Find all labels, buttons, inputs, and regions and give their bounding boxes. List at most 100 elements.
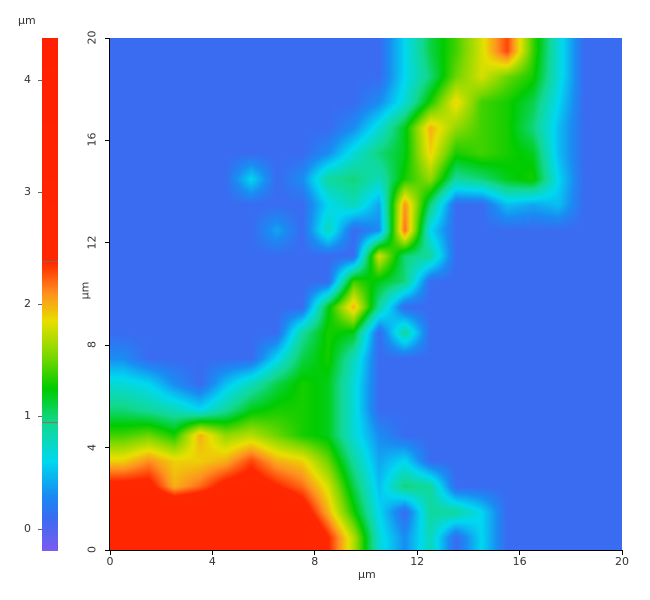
heatmap-cell — [596, 115, 622, 141]
heatmap-cell — [264, 38, 290, 64]
heatmap-cell — [468, 64, 494, 90]
heatmap-cell — [417, 243, 443, 269]
heatmap-cell — [264, 499, 290, 525]
heatmap-cell — [494, 422, 520, 448]
heatmap-cell — [392, 64, 418, 90]
heatmap-cell — [110, 217, 136, 243]
heatmap-cell — [340, 371, 366, 397]
heatmap-cell — [212, 217, 238, 243]
heatmap-cell — [417, 115, 443, 141]
heatmap-cell — [136, 422, 162, 448]
heatmap-cell — [545, 89, 571, 115]
heatmap-cell — [212, 115, 238, 141]
heatmap-cell — [520, 166, 546, 192]
heatmap-cell — [468, 371, 494, 397]
heatmap-cell — [340, 64, 366, 90]
heatmap-cell — [340, 499, 366, 525]
heatmap-cell — [264, 396, 290, 422]
heatmap-cell — [545, 448, 571, 474]
heatmap-cell — [238, 115, 264, 141]
heatmap-cell — [315, 64, 341, 90]
heatmap-cell — [187, 192, 213, 218]
heatmap-cell — [187, 294, 213, 320]
heatmap-cell — [392, 192, 418, 218]
heatmap-cell — [366, 294, 392, 320]
y-tick-label: 12 — [85, 235, 99, 250]
heatmap-cell — [289, 268, 315, 294]
heatmap-cell — [136, 371, 162, 397]
heatmap-cell — [494, 499, 520, 525]
heatmap-cell — [417, 448, 443, 474]
heatmap-cell — [520, 345, 546, 371]
heatmap-cell — [187, 243, 213, 269]
heatmap-cell — [520, 499, 546, 525]
heatmap-cell — [161, 115, 187, 141]
heatmap-cell — [161, 294, 187, 320]
heatmap-cell — [417, 166, 443, 192]
heatmap-cell — [340, 192, 366, 218]
heatmap-cell — [545, 345, 571, 371]
heatmap-cell — [392, 38, 418, 64]
heatmap-cell — [289, 499, 315, 525]
heatmap-cell — [520, 192, 546, 218]
heatmap-cell — [340, 217, 366, 243]
heatmap-cell — [136, 64, 162, 90]
heatmap-cell — [161, 524, 187, 550]
heatmap-cell — [264, 268, 290, 294]
heatmap-cell — [571, 243, 597, 269]
heatmap-cell — [494, 345, 520, 371]
heatmap-cell — [161, 38, 187, 64]
heatmap-cell — [596, 217, 622, 243]
y-tick-label: 8 — [85, 341, 99, 349]
heatmap-cell — [264, 448, 290, 474]
heatmap-cell — [494, 448, 520, 474]
heatmap-cell — [187, 499, 213, 525]
heatmap-cell — [520, 64, 546, 90]
heatmap-cell — [571, 499, 597, 525]
heatmap-cell — [545, 243, 571, 269]
heatmap-cell — [520, 473, 546, 499]
heatmap-cell — [136, 243, 162, 269]
heatmap-cell — [238, 38, 264, 64]
x-axis-line — [109, 550, 623, 551]
heatmap-cell — [366, 371, 392, 397]
heatmap-cell — [571, 217, 597, 243]
heatmap-cell — [110, 115, 136, 141]
heatmap-cell — [315, 396, 341, 422]
heatmap-cell — [520, 217, 546, 243]
heatmap-cell — [238, 64, 264, 90]
heatmap-cell — [340, 448, 366, 474]
heatmap-cell — [289, 38, 315, 64]
heatmap-cell — [136, 38, 162, 64]
heatmap-cell — [136, 396, 162, 422]
heatmap-cell — [238, 192, 264, 218]
heatmap-cell — [468, 499, 494, 525]
heatmap-cell — [289, 243, 315, 269]
heatmap-cell — [110, 422, 136, 448]
heatmap-cell — [136, 217, 162, 243]
heatmap-cell — [571, 192, 597, 218]
colorbar-tick-label: 2 — [24, 297, 31, 311]
heatmap-cell — [110, 38, 136, 64]
heatmap-cell — [494, 115, 520, 141]
heatmap-cell — [187, 396, 213, 422]
heatmap-cell — [187, 345, 213, 371]
heatmap-cell — [340, 473, 366, 499]
heatmap-cell — [238, 524, 264, 550]
heatmap-cell — [417, 422, 443, 448]
heatmap-cell — [468, 294, 494, 320]
heatmap-cell — [315, 38, 341, 64]
heatmap-cell — [212, 345, 238, 371]
heatmap-cell — [315, 294, 341, 320]
heatmap-cell — [417, 89, 443, 115]
heatmap-cell — [392, 140, 418, 166]
heatmap-cell — [315, 448, 341, 474]
heatmap-cell — [340, 38, 366, 64]
heatmap-cell — [136, 294, 162, 320]
heatmap-cell — [136, 320, 162, 346]
heatmap-cell — [315, 268, 341, 294]
heatmap-cell — [596, 473, 622, 499]
heatmap-cell — [494, 294, 520, 320]
heatmap-cell — [468, 268, 494, 294]
heatmap-cell — [161, 217, 187, 243]
